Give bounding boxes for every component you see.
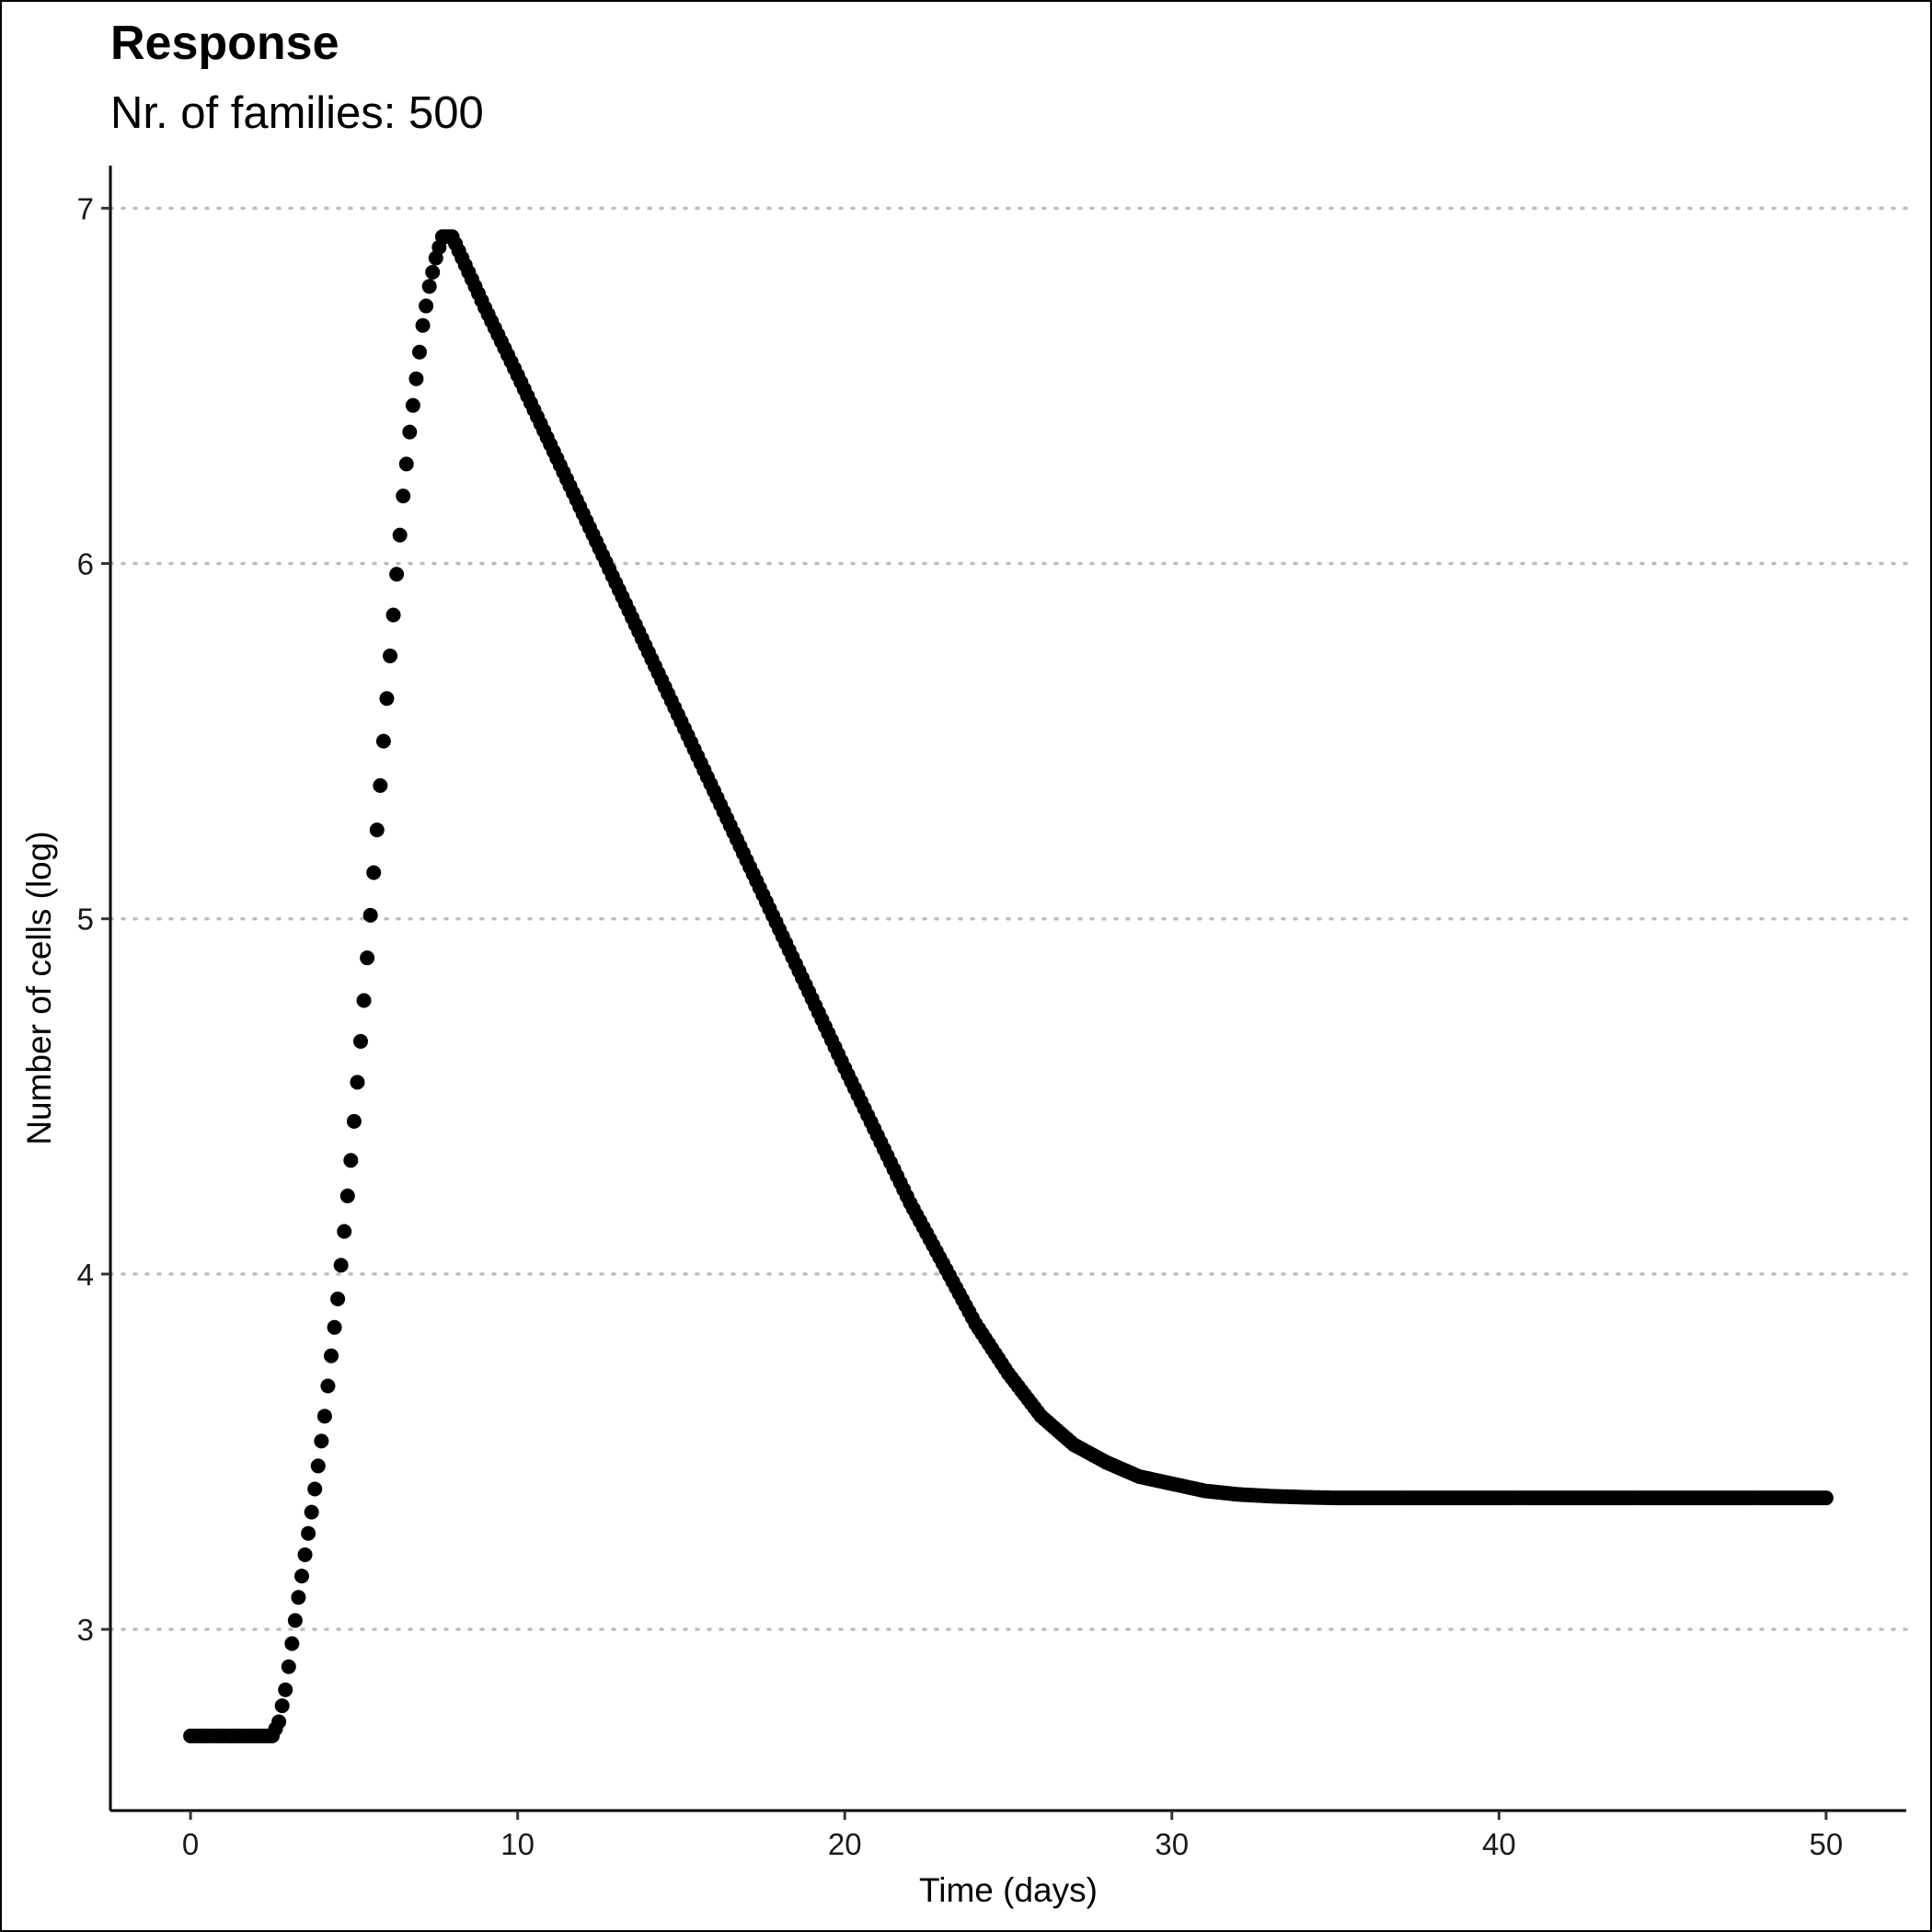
y-axis-title: Number of cells (log) [20, 831, 58, 1144]
data-point [281, 1659, 296, 1674]
data-point [327, 1319, 342, 1335]
data-point [389, 567, 405, 582]
data-point [392, 527, 408, 543]
data-point [287, 1613, 303, 1628]
data-point [310, 1458, 326, 1474]
x-tick-label: 40 [1482, 1827, 1516, 1861]
data-point [421, 279, 437, 294]
chart-title: Response [110, 17, 339, 70]
data-point [350, 1075, 365, 1090]
y-tick-label: 7 [77, 191, 94, 225]
data-point [373, 777, 388, 793]
data-point [405, 397, 420, 413]
y-tick-label: 5 [77, 903, 94, 937]
axes [101, 166, 1906, 1820]
data-point [375, 733, 391, 749]
data-point [278, 1682, 293, 1697]
data-point [412, 344, 427, 360]
data-point [385, 607, 401, 623]
data-point [360, 950, 375, 966]
data-point [366, 865, 382, 880]
y-tick-label: 3 [77, 1613, 94, 1647]
data-point [294, 1569, 309, 1584]
data-point [314, 1433, 329, 1449]
grid-lines [109, 206, 1908, 1631]
data-point [333, 1258, 349, 1273]
data-point [408, 371, 424, 386]
data-point [356, 993, 372, 1008]
data-point [271, 1714, 287, 1730]
data-point [398, 456, 414, 472]
x-tick-label: 0 [182, 1827, 199, 1861]
data-points [183, 229, 1834, 1743]
data-point [330, 1291, 346, 1306]
data-point [274, 1698, 290, 1714]
x-tick-label: 20 [828, 1827, 862, 1861]
data-point [402, 424, 418, 440]
data-point [297, 1547, 313, 1562]
data-point [316, 1409, 332, 1424]
x-tick-label: 50 [1810, 1827, 1844, 1861]
data-point [396, 489, 411, 504]
data-point [343, 1153, 359, 1168]
data-point [324, 1348, 339, 1363]
data-point [307, 1481, 323, 1497]
data-point [383, 648, 397, 663]
data-point [415, 317, 431, 333]
data-point [362, 907, 378, 923]
data-point [379, 691, 395, 707]
data-point [284, 1636, 300, 1651]
data-point [369, 822, 385, 838]
data-point [339, 1188, 355, 1203]
y-tick-label: 4 [77, 1258, 94, 1292]
data-point [301, 1525, 316, 1541]
data-point [346, 1113, 362, 1129]
x-axis-title: Time (days) [919, 1871, 1098, 1909]
tick-labels: 3 4 5 6 7 0 10 20 30 40 50 [77, 191, 1844, 1861]
data-point [419, 298, 434, 314]
data-point [337, 1224, 352, 1239]
data-point [425, 264, 441, 280]
x-tick-label: 30 [1155, 1827, 1189, 1861]
data-point [1818, 1490, 1834, 1506]
data-point [353, 1033, 368, 1049]
y-tick-label: 6 [77, 547, 94, 581]
x-tick-label: 10 [500, 1827, 535, 1861]
data-point [304, 1504, 319, 1520]
data-point [291, 1590, 306, 1605]
chart-subtitle: Nr. of families: 500 [110, 88, 484, 138]
data-point [320, 1378, 336, 1394]
